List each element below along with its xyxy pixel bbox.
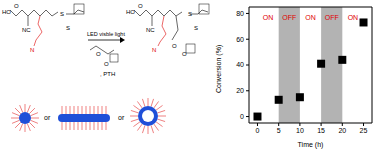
- svg-text:O: O: [138, 3, 143, 9]
- svg-text:15: 15: [317, 127, 325, 134]
- svg-text:ON: ON: [305, 14, 316, 21]
- svg-text:ON: ON: [263, 14, 274, 21]
- svg-text:ON: ON: [348, 14, 359, 21]
- svg-text:Time (h): Time (h): [298, 141, 324, 149]
- svg-text:80: 80: [236, 10, 244, 17]
- svg-text:O: O: [182, 51, 187, 57]
- svg-text:60: 60: [236, 36, 244, 43]
- svg-text:or: or: [44, 114, 51, 121]
- svg-text:N: N: [30, 47, 34, 53]
- svg-text:20: 20: [236, 87, 244, 94]
- svg-text:O: O: [14, 3, 19, 9]
- svg-text:HO: HO: [126, 9, 135, 15]
- svg-text:HO: HO: [8, 9, 11, 15]
- svg-text:0: 0: [240, 113, 244, 120]
- svg-text:N: N: [152, 47, 156, 53]
- svg-text:OFF: OFF: [325, 14, 339, 21]
- svg-text:O: O: [96, 51, 101, 57]
- svg-text:Conversion (%): Conversion (%): [215, 45, 223, 93]
- svg-text:25: 25: [360, 127, 368, 134]
- svg-text:S: S: [66, 25, 70, 31]
- svg-text:, PTH: , PTH: [100, 71, 115, 77]
- svg-text:0: 0: [256, 127, 260, 134]
- svg-text:40: 40: [236, 61, 244, 68]
- svg-text:10: 10: [296, 127, 304, 134]
- svg-text:or: or: [118, 114, 125, 121]
- svg-text:S: S: [194, 25, 198, 31]
- svg-text:NC: NC: [22, 27, 31, 33]
- svg-text:S: S: [188, 11, 192, 17]
- svg-text:LED visble light: LED visble light: [87, 31, 125, 37]
- svg-text:20: 20: [338, 127, 346, 134]
- svg-text:5: 5: [277, 127, 281, 134]
- svg-text:O: O: [104, 61, 109, 67]
- svg-text:NC: NC: [146, 27, 155, 33]
- svg-text:S: S: [60, 11, 64, 17]
- svg-text:O: O: [172, 43, 177, 49]
- svg-text:OFF: OFF: [282, 14, 296, 21]
